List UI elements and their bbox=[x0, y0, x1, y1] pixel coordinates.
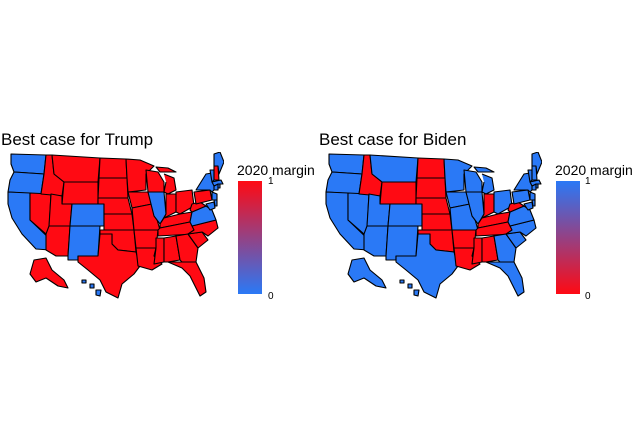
us-map-trump bbox=[7, 152, 224, 299]
state-me bbox=[531, 152, 542, 175]
state-de bbox=[213, 199, 218, 207]
state-ri bbox=[535, 183, 539, 189]
state-ks bbox=[421, 213, 453, 231]
state-az bbox=[45, 225, 71, 257]
state-mt bbox=[51, 154, 101, 183]
state-nd bbox=[416, 157, 446, 179]
state-sd bbox=[97, 177, 129, 199]
state-fl bbox=[167, 261, 207, 297]
state-tx bbox=[395, 233, 459, 299]
state-nc bbox=[187, 219, 219, 237]
state-wi bbox=[463, 169, 483, 193]
state-ar bbox=[133, 229, 159, 249]
state-md bbox=[523, 201, 534, 211]
legend-colorbar-biden bbox=[556, 181, 580, 294]
state-in bbox=[163, 193, 177, 219]
state-fl bbox=[485, 261, 525, 297]
state-az bbox=[363, 225, 389, 257]
state-ak bbox=[29, 257, 69, 289]
legend-colorbar-trump bbox=[238, 181, 262, 294]
state-ms bbox=[153, 237, 165, 265]
state-mi bbox=[155, 166, 177, 195]
legend-title-biden: 2020 margin bbox=[555, 162, 633, 178]
state-mn bbox=[443, 158, 473, 193]
state-oh bbox=[493, 189, 513, 215]
state-hi bbox=[399, 279, 420, 297]
state-mn bbox=[125, 158, 155, 193]
state-ri bbox=[217, 183, 221, 189]
legend-title-trump: 2020 margin bbox=[237, 162, 315, 178]
state-pa bbox=[193, 189, 213, 205]
state-wy bbox=[379, 181, 417, 205]
state-mt bbox=[369, 154, 419, 183]
state-pa bbox=[511, 189, 531, 205]
state-al bbox=[481, 235, 499, 263]
legend-tick-bottom-trump: 0 bbox=[268, 291, 274, 302]
state-al bbox=[163, 235, 181, 263]
state-nm bbox=[385, 225, 419, 261]
state-ma bbox=[529, 179, 542, 187]
state-or bbox=[325, 171, 363, 195]
state-tx bbox=[77, 233, 141, 299]
state-me bbox=[213, 152, 224, 175]
state-wi bbox=[145, 169, 165, 193]
state-nj bbox=[529, 191, 536, 201]
state-ms bbox=[471, 237, 483, 265]
legend-tick-top-biden: 1 bbox=[585, 176, 591, 187]
state-nm bbox=[67, 225, 101, 261]
state-sd bbox=[415, 177, 447, 199]
state-wa bbox=[10, 153, 47, 175]
legend-tick-bottom-biden: 0 bbox=[585, 291, 591, 302]
legend-tick-top-trump: 1 bbox=[268, 176, 274, 187]
state-nc bbox=[505, 219, 537, 237]
state-in bbox=[481, 193, 495, 219]
state-de bbox=[531, 199, 536, 207]
state-mi bbox=[473, 166, 495, 195]
state-wa bbox=[328, 153, 365, 175]
state-ks bbox=[103, 213, 135, 231]
state-ak bbox=[347, 257, 387, 289]
state-oh bbox=[175, 189, 195, 215]
state-nj bbox=[211, 191, 218, 201]
us-map-biden bbox=[325, 152, 542, 299]
state-md bbox=[205, 201, 216, 211]
state-co bbox=[387, 203, 423, 227]
state-co bbox=[69, 203, 105, 227]
state-wy bbox=[61, 181, 99, 205]
state-ar bbox=[451, 229, 477, 249]
state-hi bbox=[81, 279, 102, 297]
panel-title-biden: Best case for Biden bbox=[319, 130, 467, 149]
state-nd bbox=[98, 157, 128, 179]
state-ma bbox=[211, 179, 224, 187]
panel-title-trump: Best case for Trump bbox=[1, 130, 154, 149]
state-or bbox=[7, 171, 45, 195]
